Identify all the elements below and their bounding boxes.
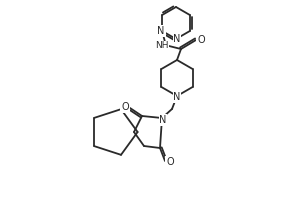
Text: N: N bbox=[158, 26, 165, 36]
Text: O: O bbox=[121, 102, 129, 112]
Text: O: O bbox=[197, 35, 205, 45]
Text: O: O bbox=[166, 157, 174, 167]
Text: N: N bbox=[159, 115, 167, 125]
Text: N: N bbox=[173, 34, 181, 44]
Text: NH: NH bbox=[155, 42, 169, 50]
Text: N: N bbox=[173, 92, 181, 102]
